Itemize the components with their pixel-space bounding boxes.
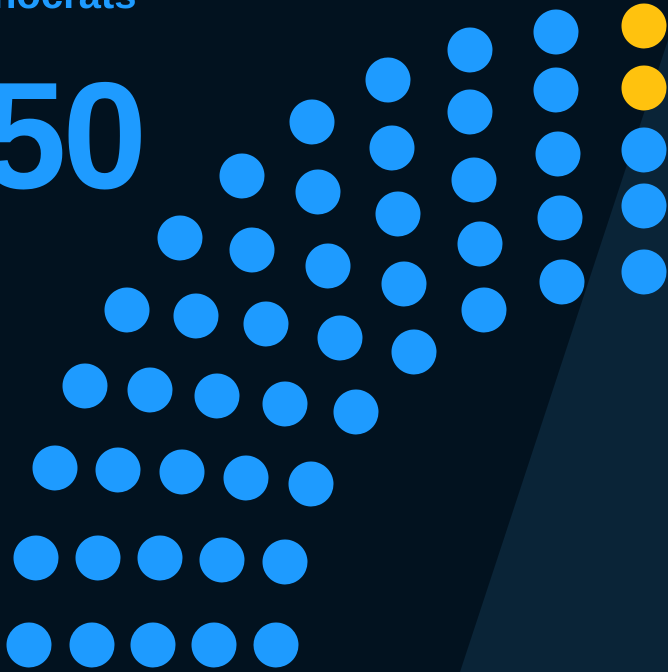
seat bbox=[317, 315, 363, 361]
seat bbox=[333, 389, 379, 435]
seat bbox=[137, 535, 183, 581]
seat bbox=[262, 381, 308, 427]
seat bbox=[447, 89, 493, 135]
seat bbox=[305, 243, 351, 289]
seat bbox=[535, 131, 581, 177]
seat bbox=[13, 535, 59, 581]
seat bbox=[229, 227, 275, 273]
seat bbox=[447, 27, 493, 73]
seat bbox=[621, 127, 667, 173]
seat bbox=[539, 259, 585, 305]
seat bbox=[75, 535, 121, 581]
seat bbox=[194, 373, 240, 419]
seat bbox=[391, 329, 437, 375]
seat bbox=[191, 622, 237, 668]
seats bbox=[6, 3, 667, 668]
seat bbox=[451, 157, 497, 203]
seat bbox=[243, 301, 289, 347]
seat bbox=[6, 622, 52, 668]
seat bbox=[537, 195, 583, 241]
seat bbox=[159, 449, 205, 495]
spotlight bbox=[460, 40, 668, 672]
seat bbox=[288, 461, 334, 507]
seat bbox=[381, 261, 427, 307]
seat bbox=[157, 215, 203, 261]
seat bbox=[32, 445, 78, 491]
seat bbox=[365, 57, 411, 103]
seat bbox=[457, 221, 503, 267]
seat bbox=[69, 622, 115, 668]
seat bbox=[295, 169, 341, 215]
seat bbox=[223, 455, 269, 501]
seat bbox=[375, 191, 421, 237]
seat bbox=[130, 622, 176, 668]
seat bbox=[621, 3, 667, 49]
seat bbox=[219, 153, 265, 199]
party-name: nocrats bbox=[0, 0, 137, 17]
seat bbox=[173, 293, 219, 339]
seat bbox=[62, 363, 108, 409]
seat bbox=[289, 99, 335, 145]
seat bbox=[253, 622, 299, 668]
seat bbox=[621, 249, 667, 295]
seat bbox=[95, 447, 141, 493]
seat bbox=[199, 537, 245, 583]
seat bbox=[262, 539, 308, 585]
seat bbox=[533, 67, 579, 113]
seat bbox=[621, 65, 667, 111]
seat bbox=[621, 183, 667, 229]
seat-count: 50 bbox=[0, 51, 143, 221]
seat bbox=[461, 287, 507, 333]
seat bbox=[369, 125, 415, 171]
seat bbox=[533, 9, 579, 55]
seat bbox=[104, 287, 150, 333]
seat bbox=[127, 367, 173, 413]
